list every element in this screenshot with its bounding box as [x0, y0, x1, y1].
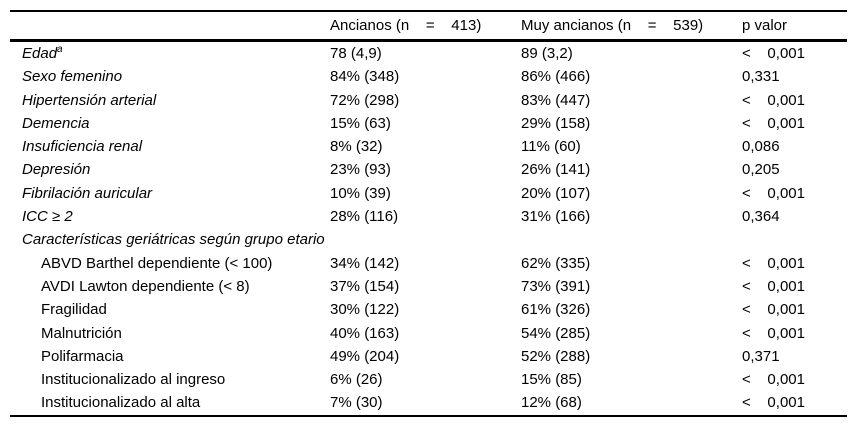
- p-value: 0,371: [742, 347, 780, 365]
- row-label: Sexo femenino: [22, 68, 123, 86]
- table-row: Sexo femenino 84% (348) 86% (466) 0,331: [10, 65, 847, 88]
- value-ancianos: 28% (116): [330, 208, 399, 226]
- table-row: Insuficiencia renal 8% (32) 11% (60) 0,086: [10, 135, 847, 158]
- value-muy-ancianos: 11% (60): [521, 138, 581, 156]
- table-row: Fragilidad 30% (122) 61% (326) < 0,001: [10, 298, 847, 321]
- row-label: Insuficiencia renal: [22, 138, 143, 156]
- table-row: Malnutrición 40% (163) 54% (285) < 0,001: [10, 322, 847, 345]
- footnote-marker: a: [57, 44, 63, 55]
- value-muy-ancianos: 73% (391): [521, 277, 591, 295]
- row-label: ICC ≥ 2: [22, 208, 73, 226]
- p-value: < 0,001: [742, 394, 805, 412]
- table-row: Institucionalizado al alta 7% (30) 12% (68…: [10, 391, 847, 414]
- value-muy-ancianos: 61% (326): [521, 301, 591, 319]
- header-ancianos: Ancianos (n = 413): [330, 17, 482, 34]
- value-muy-ancianos: 62% (335): [521, 254, 591, 272]
- row-label: Institucionalizado al ingreso: [41, 371, 226, 389]
- p-value: < 0,001: [742, 277, 805, 295]
- value-muy-ancianos: 12% (68): [521, 394, 582, 412]
- value-muy-ancianos: 15% (85): [521, 371, 582, 389]
- row-label: ABVD Barthel dependiente (< 100): [41, 254, 273, 272]
- row-label: Depresión: [22, 161, 91, 179]
- table-header-row: Ancianos (n = 413) Muy ancianos (n = 539…: [10, 12, 847, 42]
- table-row: Depresión 23% (93) 26% (141) 0,205: [10, 158, 847, 181]
- value-ancianos: 34% (142): [330, 254, 400, 272]
- value-muy-ancianos: [521, 228, 742, 251]
- value-muy-ancianos: 31% (166): [521, 208, 591, 226]
- p-value: < 0,001: [742, 254, 805, 272]
- p-value: 0,364: [742, 208, 780, 226]
- row-label: Malnutrición: [41, 324, 122, 342]
- p-value: < 0,001: [742, 91, 805, 109]
- p-value: [742, 228, 847, 251]
- p-value: < 0,001: [742, 45, 805, 62]
- table-row: Fibrilación auricular 10% (39) 20% (107) < …: [10, 182, 847, 205]
- value-ancianos: 7% (30): [330, 394, 383, 412]
- p-value: 0,331: [742, 68, 780, 86]
- comparison-table: Ancianos (n = 413) Muy ancianos (n = 539…: [10, 10, 847, 417]
- header-p-valor: p valor: [742, 17, 788, 34]
- value-muy-ancianos: 54% (285): [521, 324, 591, 342]
- table-row: AVDI Lawton dependiente (< 8) 37% (154) 73…: [10, 275, 847, 298]
- table-row: ICC ≥ 2 28% (116) 31% (166) 0,364: [10, 205, 847, 228]
- value-muy-ancianos: 83% (447): [521, 91, 591, 109]
- value-ancianos: 72% (298): [330, 91, 400, 109]
- table-row: Edada 78 (4,9) 89 (3,2) < 0,001: [10, 42, 847, 65]
- table-row: ABVD Barthel dependiente (< 100) 34% (142…: [10, 252, 847, 275]
- table-row: Polifarmacia 49% (204) 52% (288) 0,371: [10, 345, 847, 368]
- value-ancianos: 84% (348): [330, 68, 400, 86]
- row-label: Institucionalizado al alta: [41, 394, 201, 412]
- value-ancianos: 8% (32): [330, 138, 383, 156]
- value-ancianos: 10% (39): [330, 184, 391, 202]
- section-row: Características geriátricas según grupo …: [10, 228, 847, 251]
- value-ancianos: 37% (154): [330, 277, 400, 295]
- row-label: Características geriátricas según grupo …: [22, 231, 325, 249]
- row-label: Polifarmacia: [41, 347, 124, 365]
- p-value: < 0,001: [742, 301, 805, 319]
- row-label: Edada: [22, 44, 63, 63]
- value-muy-ancianos: 86% (466): [521, 68, 591, 86]
- p-value: < 0,001: [742, 324, 805, 342]
- table-body: Edada 78 (4,9) 89 (3,2) < 0,001 Sexo femenin…: [10, 42, 847, 415]
- value-muy-ancianos: 29% (158): [521, 114, 591, 132]
- value-ancianos: 15% (63): [330, 114, 391, 132]
- value-muy-ancianos: 20% (107): [521, 184, 591, 202]
- table-row: Demencia 15% (63) 29% (158) < 0,001: [10, 112, 847, 135]
- value-muy-ancianos: 26% (141): [521, 161, 591, 179]
- p-value: < 0,001: [742, 371, 805, 389]
- row-label: Fragilidad: [41, 301, 107, 319]
- p-value: < 0,001: [742, 114, 805, 132]
- value-ancianos: [330, 228, 521, 251]
- value-ancianos: 23% (93): [330, 161, 391, 179]
- value-muy-ancianos: 52% (288): [521, 347, 591, 365]
- value-muy-ancianos: 89 (3,2): [521, 45, 573, 62]
- row-label: Demencia: [22, 114, 90, 132]
- row-label: AVDI Lawton dependiente (< 8): [41, 277, 250, 295]
- table-row: Institucionalizado al ingreso 6% (26) 15% …: [10, 368, 847, 391]
- value-ancianos: 78 (4,9): [330, 45, 382, 62]
- value-ancianos: 40% (163): [330, 324, 400, 342]
- value-ancianos: 49% (204): [330, 347, 400, 365]
- row-label: Hipertensión arterial: [22, 91, 157, 109]
- header-muy-ancianos: Muy ancianos (n = 539): [521, 17, 704, 34]
- p-value: 0,205: [742, 161, 780, 179]
- value-ancianos: 30% (122): [330, 301, 400, 319]
- value-ancianos: 6% (26): [330, 371, 383, 389]
- table-row: Hipertensión arterial 72% (298) 83% (447) <…: [10, 89, 847, 112]
- p-value: 0,086: [742, 138, 780, 156]
- p-value: < 0,001: [742, 184, 805, 202]
- row-label: Fibrilación auricular: [22, 184, 153, 202]
